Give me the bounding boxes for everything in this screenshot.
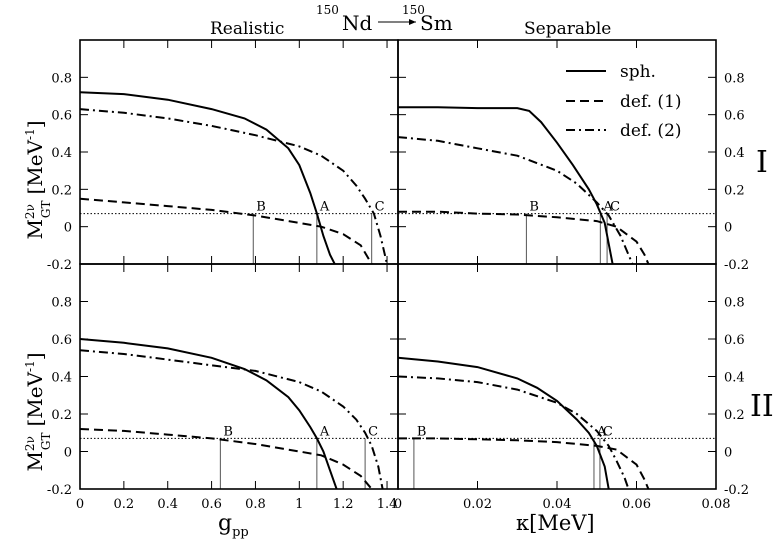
- x-tick-label: 0.04: [543, 497, 572, 512]
- y-tick-label: 0.8: [724, 71, 745, 86]
- x-axis-label-right: κ[MeV]: [516, 511, 595, 535]
- title-arrow-head: [409, 19, 416, 25]
- marker-label-C: C: [368, 424, 378, 439]
- marker-label-C: C: [603, 424, 613, 439]
- series-def-1-: [398, 210, 650, 264]
- marker-label-C: C: [610, 200, 620, 215]
- y-tick-label: 0.4: [724, 146, 745, 161]
- legend-label-sph: sph.: [620, 62, 656, 82]
- x-tick-label: 0.08: [702, 497, 731, 512]
- row-label-II: II: [750, 389, 774, 424]
- y-tick-label: 0.6: [51, 333, 72, 348]
- y-tick-label: 0.2: [51, 408, 72, 423]
- marker-label-A: A: [602, 200, 613, 215]
- y-tick-label: 0.2: [724, 408, 745, 423]
- y-tick-label: 0: [724, 221, 732, 236]
- panel-realistic-II: -0.2 0 0.2 0.4 0.6 0.8 0 0.2 0.4 0.6 0.8 1 1.2 1.4 B A C: [47, 263, 399, 512]
- legend-label-def1: def. (1): [620, 92, 682, 112]
- x-tick-label: 0.2: [114, 497, 135, 512]
- x-tick-label: 0: [76, 497, 84, 512]
- marker-label-C: C: [375, 200, 385, 215]
- x-tick-label: 1.2: [333, 497, 354, 512]
- y-tick-label: 0: [64, 446, 72, 461]
- row-label-I: I: [756, 145, 768, 180]
- series-sph-: [80, 91, 336, 264]
- y-axis-label-bottom: M2ν GT[MeV-1]: [23, 352, 53, 471]
- series-sph-: [398, 106, 614, 264]
- title-right-element: Sm: [420, 11, 453, 35]
- y-tick-label: 0: [64, 221, 72, 236]
- title-left-nucleon: 150: [316, 3, 339, 17]
- panel-separable-I: -0.2 0 0.2 0.4 0.6 0.8 B AC: [397, 39, 749, 273]
- y-tick-label: 0.8: [51, 296, 72, 311]
- column-title-realistic: Realistic: [210, 19, 284, 39]
- y-tick-label: 0: [724, 446, 732, 461]
- y-tick-label: 0.6: [51, 109, 72, 124]
- y-tick-label: 0.4: [51, 371, 72, 386]
- y-tick-label: 0.6: [724, 333, 745, 348]
- panel-realistic-I: -0.2 0 0.2 0.4 0.6 0.8 B A C: [47, 39, 399, 273]
- panel-frame: [79, 39, 399, 265]
- title-right-nucleon: 150: [402, 3, 425, 17]
- x-tick-label: 0.8: [245, 497, 266, 512]
- series-def-2-: [80, 349, 384, 489]
- x-axis-label-left: gpp: [218, 511, 249, 540]
- legend-label-def2: def. (2): [620, 121, 682, 141]
- panel-frame: [397, 39, 717, 265]
- y-tick-label: -0.2: [724, 483, 749, 498]
- series-def-1-: [80, 197, 373, 264]
- marker-label-A: A: [319, 424, 330, 439]
- x-tick-label: 1: [295, 497, 303, 512]
- series-def-2-: [80, 108, 388, 264]
- x-tick-label: 0.6: [201, 497, 222, 512]
- y-tick-label: 0.8: [724, 296, 745, 311]
- series-def-1-: [398, 437, 650, 489]
- title-left-element: Nd: [342, 11, 373, 35]
- marker-label-B: B: [223, 424, 233, 439]
- y-tick-label: 0.8: [51, 71, 72, 86]
- panel-frame: [79, 263, 399, 490]
- y-tick-label: 0.2: [51, 183, 72, 198]
- y-tick-label: 0.4: [51, 146, 72, 161]
- column-title-separable: Separable: [524, 19, 611, 39]
- y-tick-label: 0.6: [724, 109, 745, 124]
- series-def-2-: [398, 136, 634, 264]
- x-tick-label: 0.02: [463, 497, 492, 512]
- series-def-1-: [80, 428, 373, 489]
- marker-label-A: A: [319, 200, 330, 215]
- marker-label-A: A: [596, 424, 607, 439]
- series-sph-: [80, 338, 338, 489]
- y-tick-label: 0.2: [724, 183, 745, 198]
- x-tick-label: 0: [394, 497, 402, 512]
- marker-label-B: B: [529, 200, 539, 215]
- y-tick-label: -0.2: [47, 258, 72, 273]
- y-tick-label: -0.2: [47, 483, 72, 498]
- legend: sph. def. (1) def. (2): [566, 62, 682, 141]
- series-sph-: [398, 356, 610, 489]
- x-tick-label: 0.06: [622, 497, 651, 512]
- y-tick-label: 0.4: [724, 371, 745, 386]
- series-def-2-: [398, 375, 630, 489]
- panel-separable-II: -0.2 0 0.2 0.4 0.6 0.8 0 0.02 0.04 0.06 0.08 B AC: [394, 263, 749, 512]
- panel-frame: [397, 263, 717, 490]
- y-tick-label: -0.2: [724, 258, 749, 273]
- y-axis-label-top: M2ν GT[MeV-1]: [23, 120, 53, 239]
- marker-label-B: B: [256, 200, 266, 215]
- x-tick-label: 1.4: [377, 497, 398, 512]
- x-tick-label: 0.4: [157, 497, 178, 512]
- marker-label-B: B: [417, 424, 427, 439]
